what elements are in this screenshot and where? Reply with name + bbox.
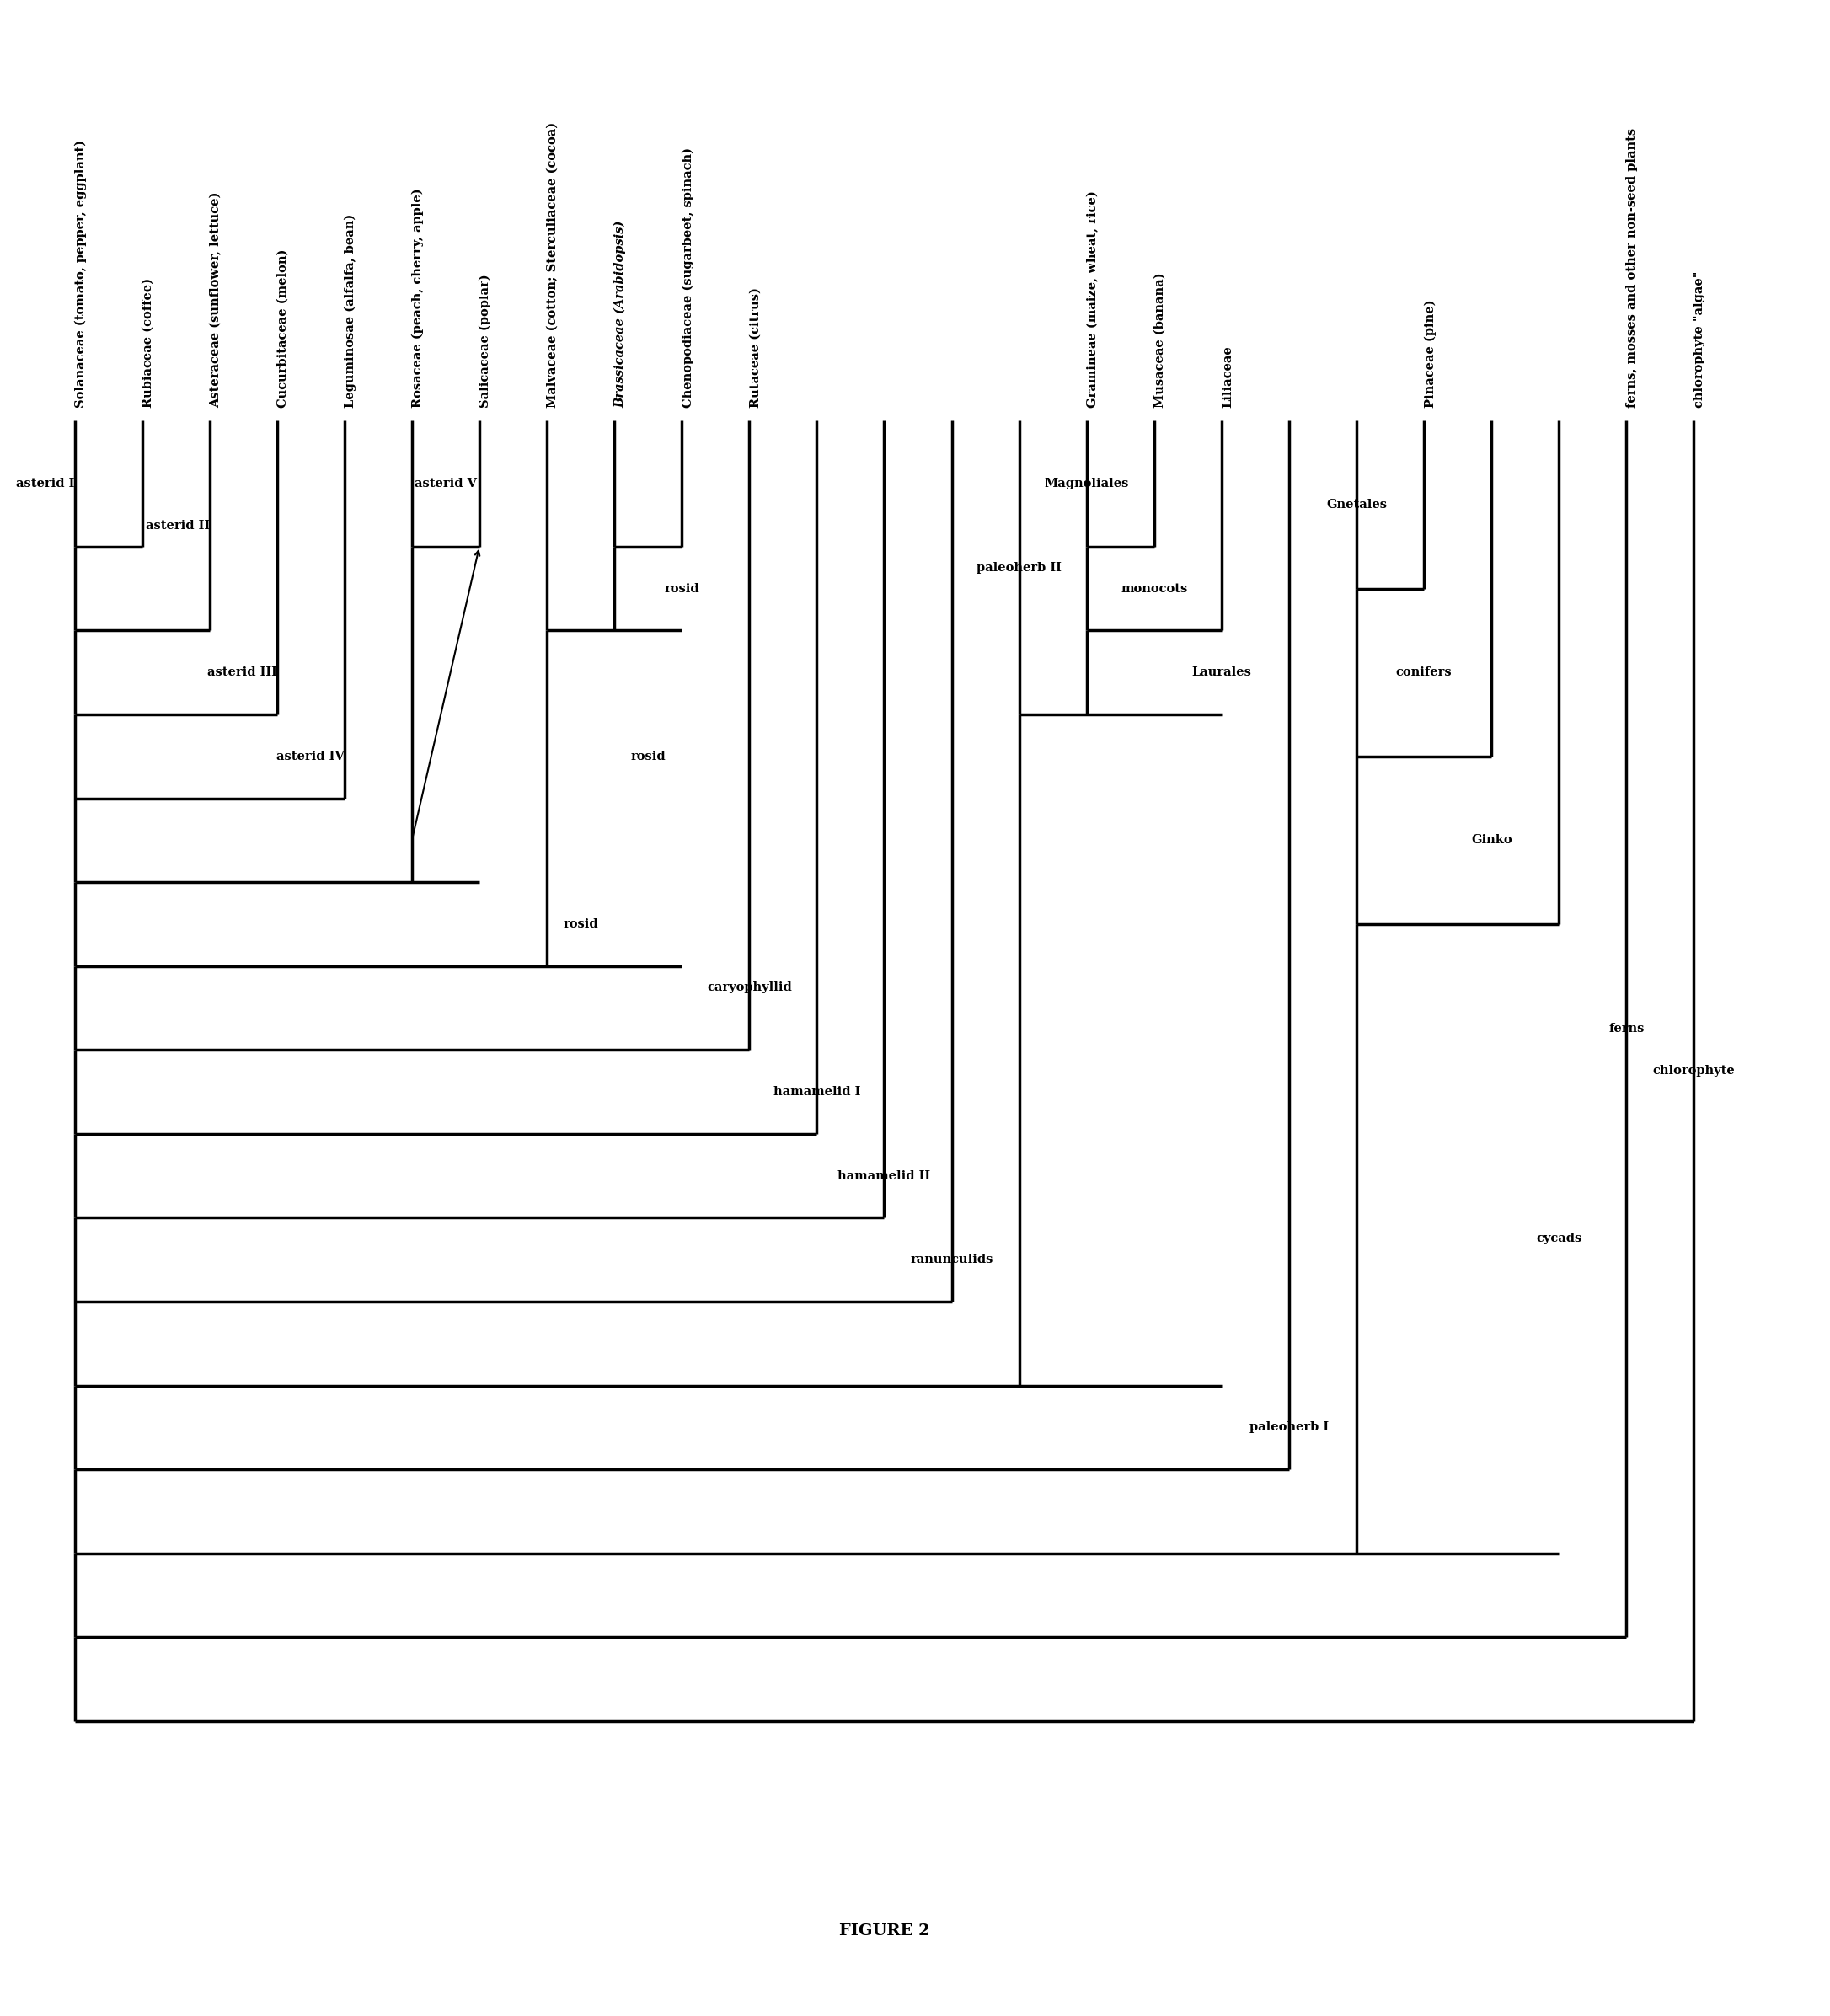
- Text: Gnetales: Gnetales: [1327, 498, 1387, 510]
- Text: Rutaceae (citrus): Rutaceae (citrus): [748, 288, 761, 407]
- Text: Solanaceae (tomato, pepper, eggplant): Solanaceae (tomato, pepper, eggplant): [75, 139, 86, 407]
- Text: Musaceae (banana): Musaceae (banana): [1155, 272, 1166, 407]
- Text: asterid II: asterid II: [145, 520, 209, 532]
- Text: rosid: rosid: [664, 583, 699, 595]
- Text: rosid: rosid: [631, 750, 666, 762]
- Text: conifers: conifers: [1396, 667, 1451, 677]
- Text: Asteraceae (sunflower, lettuce): Asteraceae (sunflower, lettuce): [209, 192, 221, 407]
- Text: Leguminosae (alfalfa, bean): Leguminosae (alfalfa, bean): [344, 214, 357, 407]
- Text: Rosaceae (peach, cherry, apple): Rosaceae (peach, cherry, apple): [412, 190, 425, 407]
- Text: hamamelid II: hamamelid II: [838, 1169, 931, 1181]
- Text: asterid III: asterid III: [207, 667, 276, 677]
- Text: Rubiaceae (coffee): Rubiaceae (coffee): [143, 278, 154, 407]
- Text: Brassicaceae (​Arabidopsis​): Brassicaceae (​Arabidopsis​): [615, 222, 626, 407]
- Text: rosid: rosid: [564, 917, 598, 929]
- Text: Ginko: Ginko: [1471, 835, 1512, 847]
- Text: caryophyllid: caryophyllid: [706, 982, 792, 994]
- Text: paleoherb I: paleoherb I: [1250, 1421, 1329, 1433]
- Text: Cucurbitaceae (melon): Cucurbitaceae (melon): [276, 250, 289, 407]
- Text: chlorophyte "algae": chlorophyte "algae": [1695, 272, 1706, 407]
- Text: Salicaceae (poplar): Salicaceae (poplar): [479, 274, 492, 407]
- Text: hamamelid I: hamamelid I: [774, 1087, 860, 1099]
- Text: asterid IV: asterid IV: [276, 750, 344, 762]
- Text: Laurales: Laurales: [1191, 667, 1252, 677]
- Text: asterid V: asterid V: [414, 478, 478, 490]
- Text: ferns: ferns: [1609, 1022, 1645, 1034]
- Text: paleoherb II: paleoherb II: [977, 562, 1061, 573]
- Text: chlorophyte: chlorophyte: [1652, 1064, 1735, 1077]
- Text: Chenopodiaceae (sugarbeet, spinach): Chenopodiaceae (sugarbeet, spinach): [683, 147, 694, 407]
- Text: Liliaceae: Liliaceae: [1222, 347, 1233, 407]
- Text: ferns, mosses and other non-seed plants: ferns, mosses and other non-seed plants: [1627, 129, 1638, 407]
- Text: monocots: monocots: [1120, 583, 1188, 595]
- Text: asterid I: asterid I: [16, 478, 75, 490]
- Text: cycads: cycads: [1535, 1234, 1581, 1244]
- Text: Magnoliales: Magnoliales: [1045, 478, 1129, 490]
- Text: FIGURE 2: FIGURE 2: [838, 1923, 930, 1939]
- Text: Malvaceae (cotton; Sterculiaceae (cocoa): Malvaceae (cotton; Sterculiaceae (cocoa): [547, 123, 558, 407]
- Text: Pinaceae (pine): Pinaceae (pine): [1424, 300, 1437, 407]
- Text: Gramineae (maize, wheat, rice): Gramineae (maize, wheat, rice): [1087, 192, 1098, 407]
- Text: ranunculids: ranunculids: [910, 1254, 994, 1266]
